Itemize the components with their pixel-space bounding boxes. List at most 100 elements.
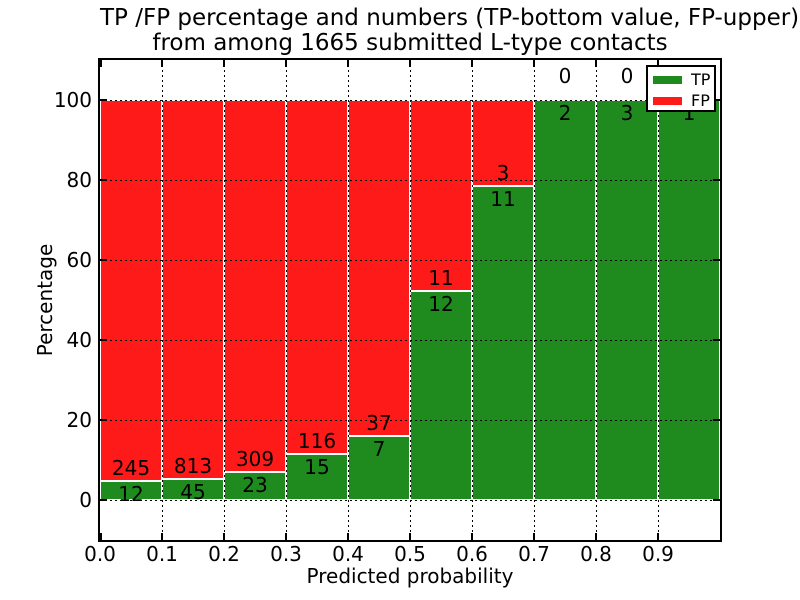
tp-count-label: 12	[428, 292, 454, 317]
chart-title-line2: from among 1665 submitted L-type contact…	[152, 30, 668, 56]
x-tick-mark	[100, 533, 102, 540]
x-tick-mark	[595, 533, 597, 540]
tp-legend-swatch-icon	[653, 75, 682, 84]
y-tick-label: 100	[53, 88, 92, 112]
tp-count-label: 15	[304, 455, 330, 480]
y-tick-label: 80	[66, 168, 92, 192]
bar-fp-segment	[224, 100, 286, 473]
x-tick-mark	[533, 533, 535, 540]
axis-spine-right	[720, 58, 722, 542]
legend-label-fp: FP	[691, 90, 710, 110]
y-tick-mark	[713, 499, 720, 501]
x-tick-mark-top	[161, 60, 163, 67]
tp-count-label: 11	[490, 186, 516, 211]
tp-count-label: 2	[558, 101, 572, 125]
x-tick-mark-top	[100, 60, 102, 67]
y-tick-mark	[100, 179, 107, 181]
x-tick-label: 0.9	[642, 542, 674, 566]
y-tick-mark	[100, 499, 107, 501]
fp-count-label: 245	[111, 456, 151, 481]
tp-count-label: 3	[620, 101, 634, 125]
y-tick-mark	[713, 99, 720, 101]
y-tick-label: 60	[66, 248, 92, 272]
x-tick-mark-top	[409, 60, 411, 67]
gridline-vertical	[286, 60, 287, 540]
gridline-vertical	[596, 60, 597, 540]
bar-tp-segment	[658, 100, 720, 500]
x-tick-mark	[471, 533, 473, 540]
legend-row-tp: TP	[648, 69, 714, 90]
gridline-vertical	[162, 60, 163, 540]
fp-count-label: 0	[620, 64, 634, 88]
bar-tp-segment	[286, 454, 348, 500]
plot-area: 245128134530923116153771112311020301	[100, 60, 720, 540]
bar-fp-segment	[162, 100, 224, 480]
gridline-vertical	[658, 60, 659, 540]
gridline-vertical	[472, 60, 473, 540]
x-tick-mark-top	[657, 60, 659, 67]
y-tick-label: 0	[79, 488, 92, 512]
y-tick-mark	[100, 419, 107, 421]
x-tick-mark-top	[347, 60, 349, 67]
axis-spine-top	[98, 58, 722, 60]
gridline-vertical	[224, 60, 225, 540]
y-axis-label: Percentage	[33, 243, 57, 357]
bar-fp-segment	[286, 100, 348, 455]
legend: TP FP	[646, 65, 716, 112]
y-tick-label: 40	[66, 328, 92, 352]
x-tick-mark-top	[223, 60, 225, 67]
fp-count-label: 116	[297, 429, 337, 454]
gridline-vertical	[410, 60, 411, 540]
gridline-vertical	[534, 60, 535, 540]
y-tick-mark	[713, 179, 720, 181]
tp-count-label: 12	[118, 482, 144, 507]
x-tick-mark-top	[471, 60, 473, 67]
gridline-vertical	[348, 60, 349, 540]
bar-tp-segment	[348, 436, 410, 500]
x-tick-label: 0.0	[84, 542, 116, 566]
x-tick-mark-top	[533, 60, 535, 67]
x-tick-label: 0.3	[270, 542, 302, 566]
y-tick-mark	[100, 339, 107, 341]
bar-fp-segment	[100, 100, 162, 482]
tp-count-label: 45	[180, 480, 206, 505]
y-tick-mark	[713, 339, 720, 341]
tp-count-label: 23	[242, 473, 268, 498]
legend-label-tp: TP	[691, 69, 711, 89]
tp-count-label: 7	[372, 437, 386, 462]
axis-spine-left	[98, 58, 100, 542]
x-tick-label: 0.2	[208, 542, 240, 566]
bar-tp-segment	[410, 291, 472, 500]
x-tick-label: 0.5	[394, 542, 426, 566]
y-tick-mark	[100, 259, 107, 261]
x-tick-label: 0.1	[146, 542, 178, 566]
bar-fp-segment	[410, 100, 472, 292]
fp-count-label: 309	[235, 447, 275, 472]
y-tick-mark	[713, 259, 720, 261]
x-tick-mark	[161, 533, 163, 540]
chart-title-line1: TP /FP percentage and numbers (TP-bottom…	[100, 5, 800, 31]
bar-tp-segment	[534, 100, 596, 500]
fp-count-label: 3	[496, 160, 510, 185]
legend-row-fp: FP	[648, 90, 714, 111]
x-tick-label: 0.8	[580, 542, 612, 566]
y-tick-label: 20	[66, 408, 92, 432]
x-tick-mark-top	[595, 60, 597, 67]
x-tick-label: 0.7	[518, 542, 550, 566]
bar-fp-segment	[348, 100, 410, 437]
x-tick-mark	[223, 533, 225, 540]
x-tick-mark	[285, 533, 287, 540]
x-tick-mark	[347, 533, 349, 540]
y-tick-mark	[713, 419, 720, 421]
bar-tp-segment	[596, 100, 658, 500]
bar-tp-segment	[472, 185, 534, 500]
axis-spine-bottom	[98, 540, 722, 542]
x-tick-label: 0.6	[456, 542, 488, 566]
y-tick-mark	[100, 99, 107, 101]
fp-legend-swatch-icon	[653, 96, 682, 105]
bar-tp-segment	[100, 481, 162, 500]
fp-count-label: 0	[558, 64, 572, 88]
fp-count-label: 813	[173, 454, 213, 479]
x-tick-mark-top	[285, 60, 287, 67]
